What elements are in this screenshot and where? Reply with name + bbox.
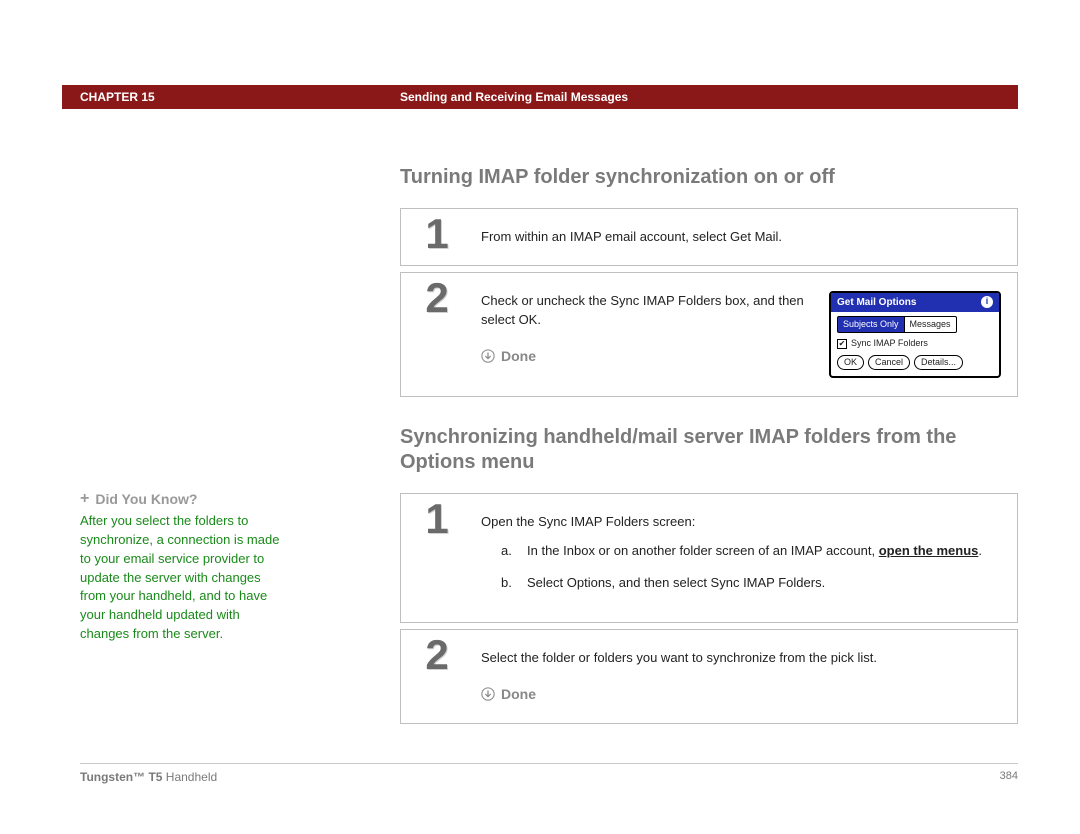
sub-marker: a.	[501, 541, 517, 561]
dialog-title-bar: Get Mail Options i	[831, 293, 999, 312]
step-box: 1 From within an IMAP email account, sel…	[400, 208, 1018, 266]
step-text: Open the Sync IMAP Folders screen:	[481, 514, 695, 529]
dialog-body: Subjects Only Messages ✔ Sync IMAP Folde…	[831, 312, 999, 376]
chapter-label: CHAPTER 15	[80, 90, 155, 104]
chapter-title: Sending and Receiving Email Messages	[400, 90, 628, 104]
sub-step-a: a. In the Inbox or on another folder scr…	[501, 541, 1001, 561]
sidebar: + Did You Know? After you select the fol…	[80, 490, 280, 644]
done-label: Done	[501, 346, 536, 367]
section-heading-2: Synchronizing handheld/mail server IMAP …	[400, 425, 1018, 475]
step-content: Select the folder or folders you want to…	[473, 630, 1017, 723]
plus-icon: +	[80, 490, 89, 508]
step-text: Select the folder or folders you want to…	[481, 650, 877, 665]
sub-text-pre: In the Inbox or on another folder screen…	[527, 543, 879, 558]
product-name: Tungsten™ T5 Handheld	[80, 770, 217, 784]
done-marker: Done	[481, 684, 1001, 705]
segment-other[interactable]: Messages	[904, 316, 957, 334]
done-label: Done	[501, 684, 536, 705]
sub-text: Select Options, and then select Sync IMA…	[527, 573, 825, 593]
product-rest: Handheld	[162, 770, 217, 784]
info-icon[interactable]: i	[981, 296, 993, 308]
cancel-button[interactable]: Cancel	[868, 355, 910, 370]
checkbox-icon[interactable]: ✔	[837, 339, 847, 349]
step-content: Check or uncheck the Sync IMAP Folders b…	[473, 273, 1017, 396]
segment-control[interactable]: Subjects Only Messages	[837, 316, 993, 334]
chapter-label-wrap: CHAPTER 15	[62, 85, 400, 109]
step-box: 2 Select the folder or folders you want …	[400, 629, 1018, 724]
sub-step-list: a. In the Inbox or on another folder scr…	[481, 541, 1001, 592]
page-number: 384	[1000, 770, 1018, 784]
dialog-title: Get Mail Options	[837, 295, 916, 310]
section-heading-1: Turning IMAP folder synchronization on o…	[400, 165, 1018, 190]
sub-step-b: b. Select Options, and then select Sync …	[501, 573, 1001, 593]
did-you-know-heading-text: Did You Know?	[95, 491, 197, 507]
get-mail-options-dialog: Get Mail Options i Subjects Only Message…	[829, 291, 1001, 378]
chapter-header: CHAPTER 15 Sending and Receiving Email M…	[62, 85, 1018, 109]
step-number: 1	[401, 494, 473, 623]
step-text: From within an IMAP email account, selec…	[481, 229, 782, 244]
product-bold: Tungsten™ T5	[80, 770, 162, 784]
did-you-know-body: After you select the folders to synchron…	[80, 512, 280, 644]
chapter-title-wrap: Sending and Receiving Email Messages	[400, 85, 1018, 109]
main-content: Turning IMAP folder synchronization on o…	[400, 165, 1018, 730]
did-you-know-heading: + Did You Know?	[80, 490, 280, 508]
step-number: 1	[401, 209, 473, 265]
sub-text-post: .	[978, 543, 982, 558]
sync-imap-checkbox-row[interactable]: ✔ Sync IMAP Folders	[837, 337, 993, 351]
done-marker: Done	[481, 346, 813, 367]
step-content: From within an IMAP email account, selec…	[473, 209, 1017, 265]
checkbox-label: Sync IMAP Folders	[851, 337, 928, 351]
ok-button[interactable]: OK	[837, 355, 864, 370]
sub-marker: b.	[501, 573, 517, 593]
details-button[interactable]: Details...	[914, 355, 963, 370]
step-box: 1 Open the Sync IMAP Folders screen: a. …	[400, 493, 1018, 624]
page-footer: Tungsten™ T5 Handheld 384	[80, 763, 1018, 784]
sub-text: In the Inbox or on another folder screen…	[527, 541, 982, 561]
open-the-menus-link[interactable]: open the menus	[879, 543, 979, 558]
done-arrow-icon	[481, 687, 495, 701]
step-box: 2 Check or uncheck the Sync IMAP Folders…	[400, 272, 1018, 397]
segment-selected[interactable]: Subjects Only	[837, 316, 904, 334]
step-text: Check or uncheck the Sync IMAP Folders b…	[481, 293, 804, 328]
step-content: Open the Sync IMAP Folders screen: a. In…	[473, 494, 1017, 623]
done-arrow-icon	[481, 349, 495, 363]
dialog-button-row: OK Cancel Details...	[837, 355, 993, 370]
step-number: 2	[401, 273, 473, 396]
step-number: 2	[401, 630, 473, 723]
